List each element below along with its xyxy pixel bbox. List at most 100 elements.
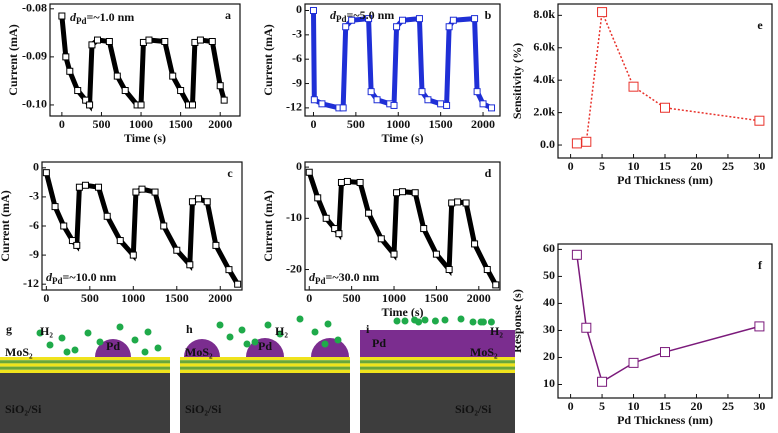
data-marker [445,23,453,31]
plot-frame [304,3,501,117]
data-marker [411,189,419,197]
data-marker [94,36,101,44]
data-marker [437,100,445,108]
data-marker [479,100,487,108]
x-axis-label: Time (s) [124,131,166,145]
y-axis-label: Current (mA) [261,190,275,261]
data-marker [203,198,211,206]
y-tick-label: -0.10 [22,97,47,111]
data-marker [212,241,220,249]
annotation: dPd=~5.0 nm [330,8,394,24]
data-marker [628,357,639,368]
mos2-layer [0,363,170,367]
y-tick-label: -0.08 [22,1,47,15]
data-marker [331,225,339,233]
data-marker [454,198,462,206]
y-tick-label: -9 [29,247,39,261]
substrate [360,373,515,433]
data-marker [367,88,375,96]
x-tick-label: 0 [306,291,312,305]
data-marker [597,376,608,387]
mos2-layer [180,360,350,364]
plot-frame [557,3,773,159]
h2-molecule [116,323,124,331]
x-tick-label: 500 [81,291,99,305]
y-tick-label: -9 [292,75,302,89]
data-marker [365,15,373,23]
data-line [576,254,760,383]
y-axis-label: Current (mA) [261,24,275,95]
y-axis-label: Current (mA) [6,24,20,95]
x-tick-label: 500 [347,117,365,131]
data-marker [151,188,159,196]
data-marker [129,251,137,259]
gas-label: H₂ [40,324,53,338]
x-tick-label: 2000 [208,117,232,131]
h2-molecule [334,336,342,344]
y-tick-label: -6 [292,51,302,65]
data-marker [337,178,345,186]
annotation-subscript: Pd [336,14,347,24]
layer-label: MoS₂ [185,345,213,359]
y-tick-label: 0 [296,159,302,173]
data-marker [62,53,70,61]
panel-label: h [186,322,193,336]
h2-molecule [311,328,319,336]
gas-label: H₂ [490,324,503,338]
data-marker [597,7,608,18]
data-marker [51,203,59,211]
h2-molecule [84,329,92,337]
data-marker [399,16,406,24]
mos2-layer [180,363,350,367]
annotation-value: =~30.0 nm [326,270,380,284]
h2-molecule [421,316,429,324]
annotation: dPd=~10.0 nm [46,270,116,286]
x-tick-label: 0 [568,159,574,173]
panel-label: a [225,8,231,22]
data-marker [390,250,398,258]
h2-molecule [415,318,423,326]
data-marker [58,12,66,20]
h2-molecule [36,329,44,337]
data-marker [448,199,456,207]
h2-molecule [96,338,104,346]
x-axis-label: Time (s) [381,131,423,145]
y-tick-label: 30 [543,322,555,336]
h2-molecule [487,318,495,326]
x-tick-label: 5 [599,399,605,413]
data-marker [74,87,82,95]
x-tick-label: 1500 [424,291,448,305]
y-tick-label: 0.0 [540,137,555,151]
h2-molecule [251,338,259,346]
layer-label: MoS₂ [5,345,33,359]
substrate [180,373,350,433]
data-marker [188,198,196,206]
data-marker [483,266,491,274]
h2-molecule [321,340,329,348]
x-tick-label: 1500 [165,291,189,305]
x-tick-label: 15 [659,159,671,173]
x-tick-label: 0 [43,291,49,305]
x-tick-label: 20 [690,159,702,173]
data-marker [432,250,440,258]
annotation: dPd=~1.0 nm [70,10,134,26]
mos2-layer [360,369,515,373]
y-tick-label: -10 [286,210,302,224]
h2-molecule [71,346,79,354]
h2-molecule [216,321,224,329]
data-marker [754,321,765,332]
annotation-subscript: Pd [76,16,87,26]
data-marker [365,209,373,217]
x-tick-label: 1000 [382,291,406,305]
h2-molecule [264,321,272,329]
annotation-subscript: Pd [52,276,63,286]
mos2-layer [180,366,350,370]
data-marker [60,222,68,230]
data-marker [173,246,181,254]
h2-molecule [243,340,251,348]
data-marker [471,240,479,248]
h2-molecule [226,333,234,341]
data-marker [116,237,124,245]
data-marker [309,6,317,14]
data-marker [418,88,426,96]
